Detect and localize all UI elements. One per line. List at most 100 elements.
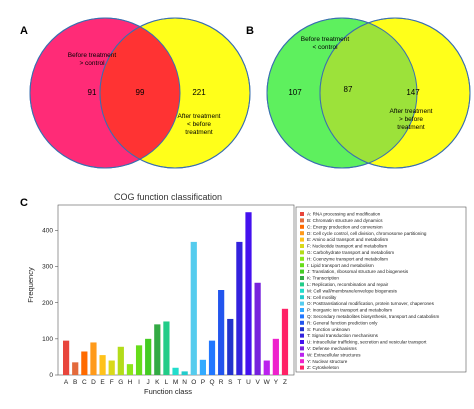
- bar-T: [236, 241, 243, 375]
- y-tick-label: 0: [49, 372, 53, 379]
- legend-entry-Z: Z: Cytoskeleton: [307, 365, 339, 370]
- x-tick-label-D: D: [91, 379, 96, 386]
- legend-entry-P: P: Inorganic ion transport and metabolis…: [307, 308, 392, 313]
- legend-swatch-M: [300, 288, 304, 293]
- venn-a-right-label-2: < before: [187, 121, 211, 128]
- legend-entry-S: S: Function unknown: [307, 327, 350, 332]
- legend-entry-N: N: Cell motility: [307, 295, 337, 300]
- legend-swatch-K: [300, 276, 304, 280]
- venn-b-top-label-2: < control: [312, 44, 338, 51]
- legend-entry-U: U: Intracellular trafficking, secretion …: [307, 340, 427, 345]
- chart-title: COG function classification: [114, 192, 222, 202]
- legend-swatch-G: [300, 250, 304, 255]
- legend-swatch-H: [300, 256, 304, 261]
- x-tick-label-E: E: [100, 379, 105, 386]
- bar-F: [108, 360, 115, 375]
- legend-swatch-N: [300, 295, 304, 300]
- venn-panel-a: A Before treatment > control 91 99 221 A…: [20, 17, 251, 169]
- bar-N: [181, 371, 188, 375]
- panel-a-letter: A: [20, 25, 28, 37]
- legend-swatch-B: [300, 218, 304, 223]
- legend-entry-L: L: Replication, recombination and repair: [307, 282, 389, 287]
- x-tick-label-C: C: [82, 379, 87, 386]
- legend-swatch-S: [300, 327, 304, 332]
- bar-R: [218, 290, 225, 375]
- legend-swatch-A: [300, 212, 304, 216]
- venn-b-right-count: 147: [406, 88, 420, 97]
- legend-swatch-P: [300, 308, 304, 312]
- bar-J: [145, 338, 152, 375]
- bar-I: [135, 345, 143, 375]
- bar-L: [163, 321, 170, 375]
- cog-chart-panel: C COG function classification Function c…: [20, 192, 467, 396]
- x-tick-label-F: F: [110, 379, 114, 386]
- legend-swatch-E: [300, 237, 304, 242]
- venn-panel-b: B Before treatment < control 107 87 147 …: [246, 17, 471, 169]
- x-axis-label: Function class: [144, 387, 192, 396]
- legend-swatch-V: [300, 346, 304, 351]
- x-tick-label-K: K: [155, 379, 160, 386]
- bar-H: [126, 364, 134, 375]
- panel-c-letter: C: [20, 197, 28, 209]
- x-tick-label-V: V: [255, 379, 260, 386]
- legend-swatch-Y: [300, 359, 304, 364]
- legend-swatch-I: [300, 263, 304, 268]
- bar-K: [154, 324, 161, 375]
- x-tick-label-N: N: [182, 379, 187, 386]
- x-tick-label-J: J: [147, 379, 150, 386]
- legend-swatch-L: [300, 282, 304, 287]
- venn-a-right-count: 221: [192, 88, 206, 97]
- y-tick-label: 300: [42, 264, 53, 271]
- legend-swatch-W: [300, 352, 304, 357]
- legend-swatch-R: [300, 320, 304, 325]
- x-tick-label-O: O: [191, 379, 196, 386]
- legend-entry-O: O: Posttranslational modification, prote…: [307, 301, 435, 306]
- venn-a-left-label-1: Before treatment: [68, 52, 117, 59]
- panel-b-letter: B: [246, 25, 254, 37]
- legend-entry-E: E: Amino acid transport and metabolism: [307, 237, 388, 242]
- bar-G: [117, 346, 124, 375]
- x-tick-label-L: L: [165, 379, 169, 386]
- bar-S: [227, 318, 234, 375]
- y-tick-label: 100: [42, 336, 53, 343]
- bar-D: [90, 342, 97, 375]
- venn-a-left-label-2: > control: [79, 60, 105, 67]
- legend-swatch-O: [300, 301, 304, 306]
- bar-O: [190, 241, 197, 375]
- legend-entry-Y: Y: Nuclear structure: [307, 359, 348, 364]
- venn-a-overlap-count: 99: [136, 88, 145, 97]
- x-tick-label-W: W: [264, 379, 271, 386]
- x-tick-label-S: S: [228, 379, 233, 386]
- venn-a-overlap: [100, 18, 180, 168]
- venn-b-overlap-count: 87: [344, 85, 353, 94]
- legend-swatch-D: [300, 231, 304, 236]
- venn-b-left-count: 107: [288, 88, 302, 97]
- bar-Q: [208, 340, 216, 375]
- venn-a-right-label-1: After treatment: [178, 113, 221, 120]
- x-tick-label-Y: Y: [274, 379, 279, 386]
- x-tick-label-B: B: [73, 379, 77, 386]
- x-tick-label-P: P: [201, 379, 205, 386]
- bar-P: [199, 359, 207, 375]
- legend-entry-K: K: Transcription: [307, 276, 339, 281]
- legend-entry-C: C: Energy production and conversion: [307, 224, 383, 229]
- legend-entry-T: T: Signal transduction mechanisms: [307, 333, 379, 338]
- bar-B: [72, 362, 79, 375]
- legend-entry-V: V: Defense mechanisms: [307, 346, 357, 351]
- bar-C: [81, 351, 88, 375]
- x-tick-label-H: H: [128, 379, 133, 386]
- legend-swatch-U: [300, 340, 304, 344]
- venn-b-top-label-1: Before treatment: [301, 36, 350, 43]
- x-tick-label-Q: Q: [209, 379, 214, 386]
- venn-b-right-label-3: treatment: [397, 124, 425, 131]
- legend-swatch-C: [300, 224, 304, 229]
- venn-b-right-label-2: > before: [399, 116, 423, 123]
- legend-swatch-F: [300, 244, 304, 248]
- x-tick-label-G: G: [118, 379, 123, 386]
- legend-entry-Q: Q: Secondary metabolites biosynthesis, t…: [307, 314, 439, 319]
- x-tick-label-A: A: [64, 379, 69, 386]
- bar-E: [99, 355, 106, 375]
- bar-V: [254, 282, 261, 375]
- venn-a-left-count: 91: [88, 88, 97, 97]
